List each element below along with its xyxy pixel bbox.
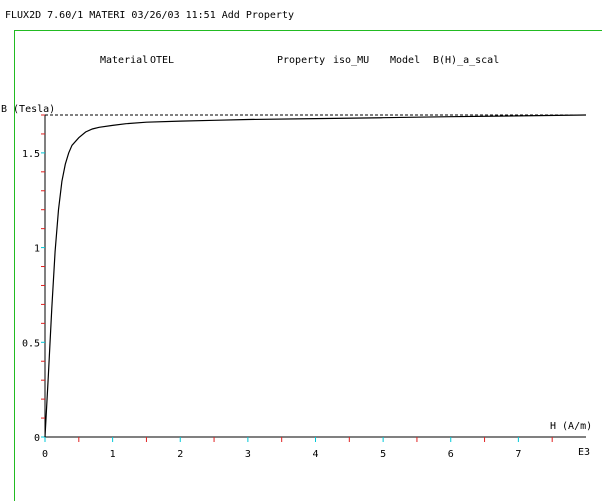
property-label: Property [277, 55, 325, 66]
x-axis-label: H (A/m) [550, 421, 592, 432]
chart-header: Material OTEL Property iso_MU Model B(H)… [100, 55, 499, 66]
window-title: FLUX2D 7.60/1 MATERI 03/26/03 11:51 Add … [5, 10, 294, 21]
model-label: Model [390, 55, 420, 66]
y-axis-label: B (Tesla) [1, 104, 55, 115]
x-tick-label: 6 [448, 449, 454, 460]
x-tick-label: 2 [177, 449, 183, 460]
ticks: 0 1 2 3 4 5 6 7 0 0.5 1 1.5 [22, 114, 553, 460]
y-tick-label: 0 [34, 433, 40, 444]
axes [44, 114, 586, 438]
y-tick-label: 1 [34, 244, 40, 255]
x-tick-label: 0 [42, 449, 48, 460]
x-tick-label: 3 [245, 449, 251, 460]
plot-frame [14, 30, 602, 501]
bh-curve-chart: Material OTEL Property iso_MU Model B(H)… [1, 55, 592, 460]
material-label: Material [100, 55, 148, 66]
property-value: iso_MU [333, 55, 369, 66]
x-tick-label: 4 [312, 449, 318, 460]
y-tick-label: 0.5 [22, 338, 40, 349]
bh-curve-line [44, 114, 587, 438]
x-multiplier-label: E3 [578, 447, 590, 458]
y-tick-label: 1.5 [22, 149, 40, 160]
material-value: OTEL [150, 55, 174, 66]
model-value: B(H)_a_scal [433, 55, 499, 66]
curve-group [44, 114, 587, 438]
x-tick-label: 1 [110, 449, 116, 460]
x-tick-label: 7 [515, 449, 521, 460]
x-tick-label: 5 [380, 449, 386, 460]
